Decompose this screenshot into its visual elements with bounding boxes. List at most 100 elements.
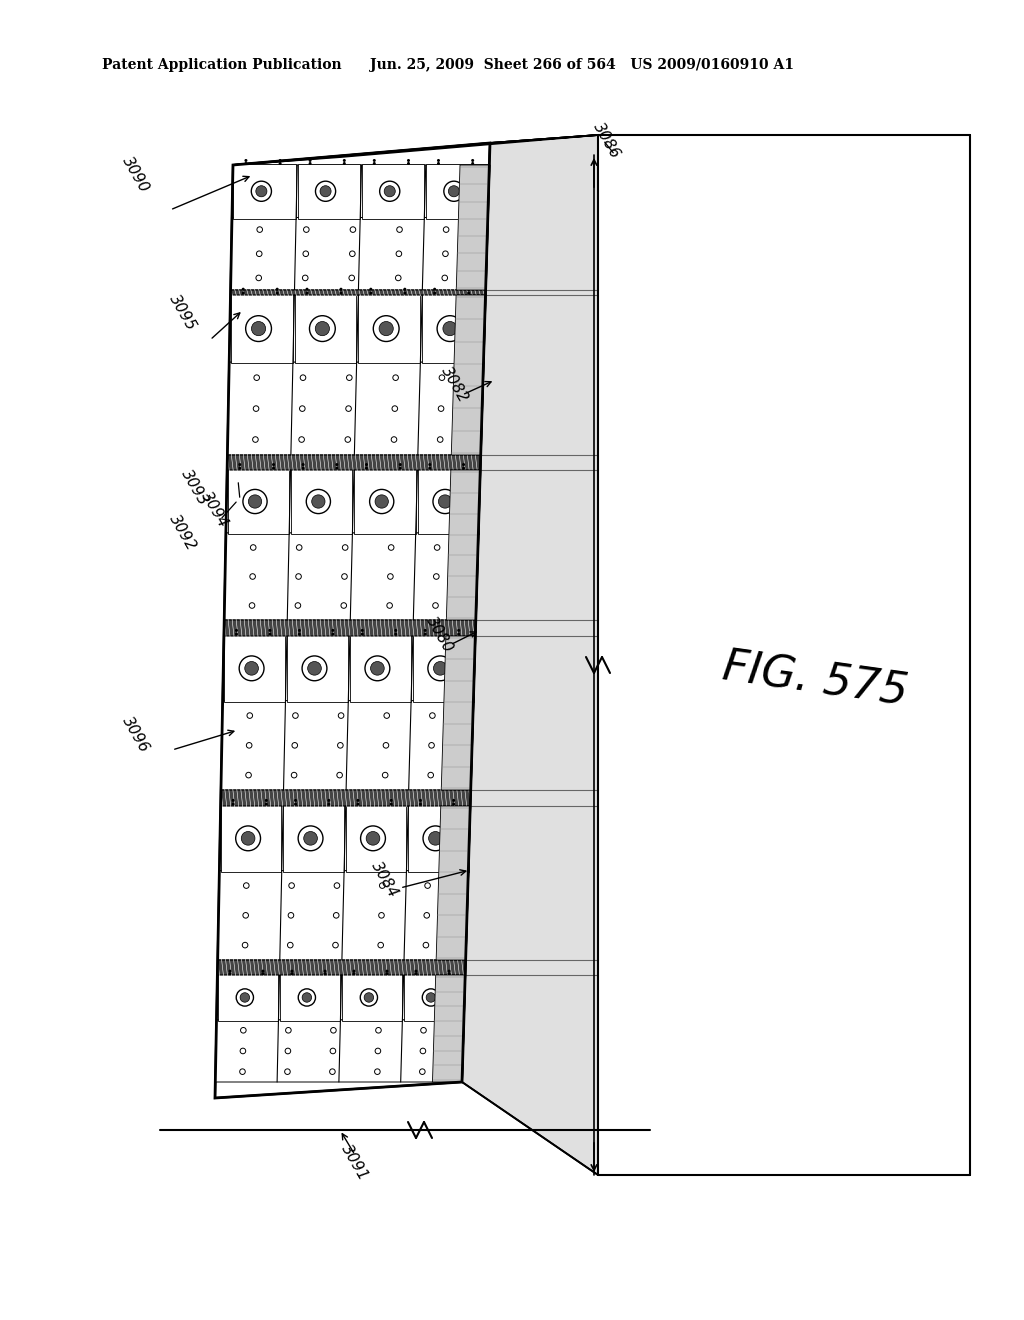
Circle shape	[242, 292, 245, 294]
Polygon shape	[298, 164, 359, 219]
Circle shape	[433, 490, 457, 513]
Circle shape	[428, 467, 431, 470]
Circle shape	[294, 803, 297, 805]
Circle shape	[407, 162, 410, 165]
Circle shape	[239, 463, 242, 466]
Circle shape	[426, 993, 435, 1002]
Circle shape	[291, 970, 294, 973]
Circle shape	[302, 467, 304, 470]
Circle shape	[306, 490, 331, 513]
Circle shape	[305, 288, 308, 290]
Circle shape	[453, 799, 456, 803]
Polygon shape	[219, 807, 471, 871]
Circle shape	[467, 292, 470, 294]
Circle shape	[419, 799, 422, 803]
Circle shape	[308, 162, 311, 165]
Polygon shape	[227, 455, 481, 470]
Circle shape	[433, 288, 436, 290]
Circle shape	[352, 970, 355, 973]
Circle shape	[251, 181, 271, 202]
Circle shape	[373, 162, 376, 165]
Circle shape	[236, 826, 260, 851]
Circle shape	[291, 973, 294, 975]
Circle shape	[275, 288, 279, 290]
Polygon shape	[426, 164, 488, 219]
Polygon shape	[358, 294, 420, 363]
Circle shape	[437, 158, 440, 162]
Polygon shape	[457, 165, 490, 290]
Circle shape	[394, 632, 397, 636]
Polygon shape	[224, 533, 479, 620]
Circle shape	[265, 803, 268, 805]
Circle shape	[370, 490, 394, 513]
Circle shape	[370, 292, 373, 294]
Circle shape	[374, 315, 399, 342]
Circle shape	[246, 315, 271, 342]
Circle shape	[298, 632, 301, 636]
Polygon shape	[230, 290, 486, 294]
Circle shape	[298, 989, 315, 1006]
Circle shape	[449, 186, 460, 197]
Circle shape	[324, 973, 327, 975]
Circle shape	[471, 162, 474, 165]
Polygon shape	[220, 789, 471, 807]
Polygon shape	[284, 805, 344, 871]
Circle shape	[453, 803, 456, 805]
Circle shape	[438, 495, 452, 508]
Circle shape	[462, 467, 465, 470]
Text: 3086: 3086	[591, 120, 624, 161]
Text: 3090: 3090	[120, 154, 153, 195]
Circle shape	[467, 288, 470, 290]
Polygon shape	[227, 362, 484, 455]
Circle shape	[356, 803, 359, 805]
Circle shape	[304, 832, 317, 845]
Circle shape	[332, 632, 335, 636]
Circle shape	[437, 315, 463, 342]
Circle shape	[340, 292, 342, 294]
Circle shape	[360, 632, 364, 636]
Polygon shape	[342, 974, 402, 1020]
Circle shape	[415, 973, 418, 975]
Circle shape	[365, 656, 390, 681]
Circle shape	[457, 632, 460, 636]
Text: FIG. 575: FIG. 575	[720, 645, 910, 714]
Circle shape	[462, 463, 465, 466]
Circle shape	[245, 158, 248, 162]
Text: 3084: 3084	[369, 859, 401, 900]
Circle shape	[375, 495, 388, 508]
Circle shape	[315, 181, 336, 202]
Circle shape	[447, 970, 451, 973]
Polygon shape	[233, 135, 598, 165]
Circle shape	[336, 467, 338, 470]
Circle shape	[328, 799, 331, 803]
Circle shape	[275, 292, 279, 294]
Circle shape	[245, 162, 248, 165]
Circle shape	[302, 463, 304, 466]
Circle shape	[321, 186, 331, 197]
Circle shape	[311, 495, 325, 508]
Circle shape	[234, 632, 238, 636]
Circle shape	[428, 656, 453, 681]
Polygon shape	[226, 470, 481, 533]
Polygon shape	[229, 294, 486, 362]
Circle shape	[231, 803, 234, 805]
Circle shape	[302, 656, 327, 681]
Polygon shape	[280, 974, 340, 1020]
Circle shape	[309, 315, 335, 342]
Circle shape	[419, 803, 422, 805]
Polygon shape	[221, 701, 474, 789]
Circle shape	[373, 158, 376, 162]
Circle shape	[231, 799, 234, 803]
Text: 3096: 3096	[120, 714, 153, 755]
Polygon shape	[221, 805, 282, 871]
Circle shape	[256, 186, 267, 197]
Circle shape	[249, 495, 262, 508]
Polygon shape	[361, 164, 424, 219]
Circle shape	[385, 970, 388, 973]
Circle shape	[240, 656, 264, 681]
Polygon shape	[230, 294, 293, 363]
Circle shape	[365, 993, 374, 1002]
Circle shape	[272, 463, 275, 466]
Polygon shape	[233, 164, 296, 219]
Polygon shape	[222, 636, 476, 701]
